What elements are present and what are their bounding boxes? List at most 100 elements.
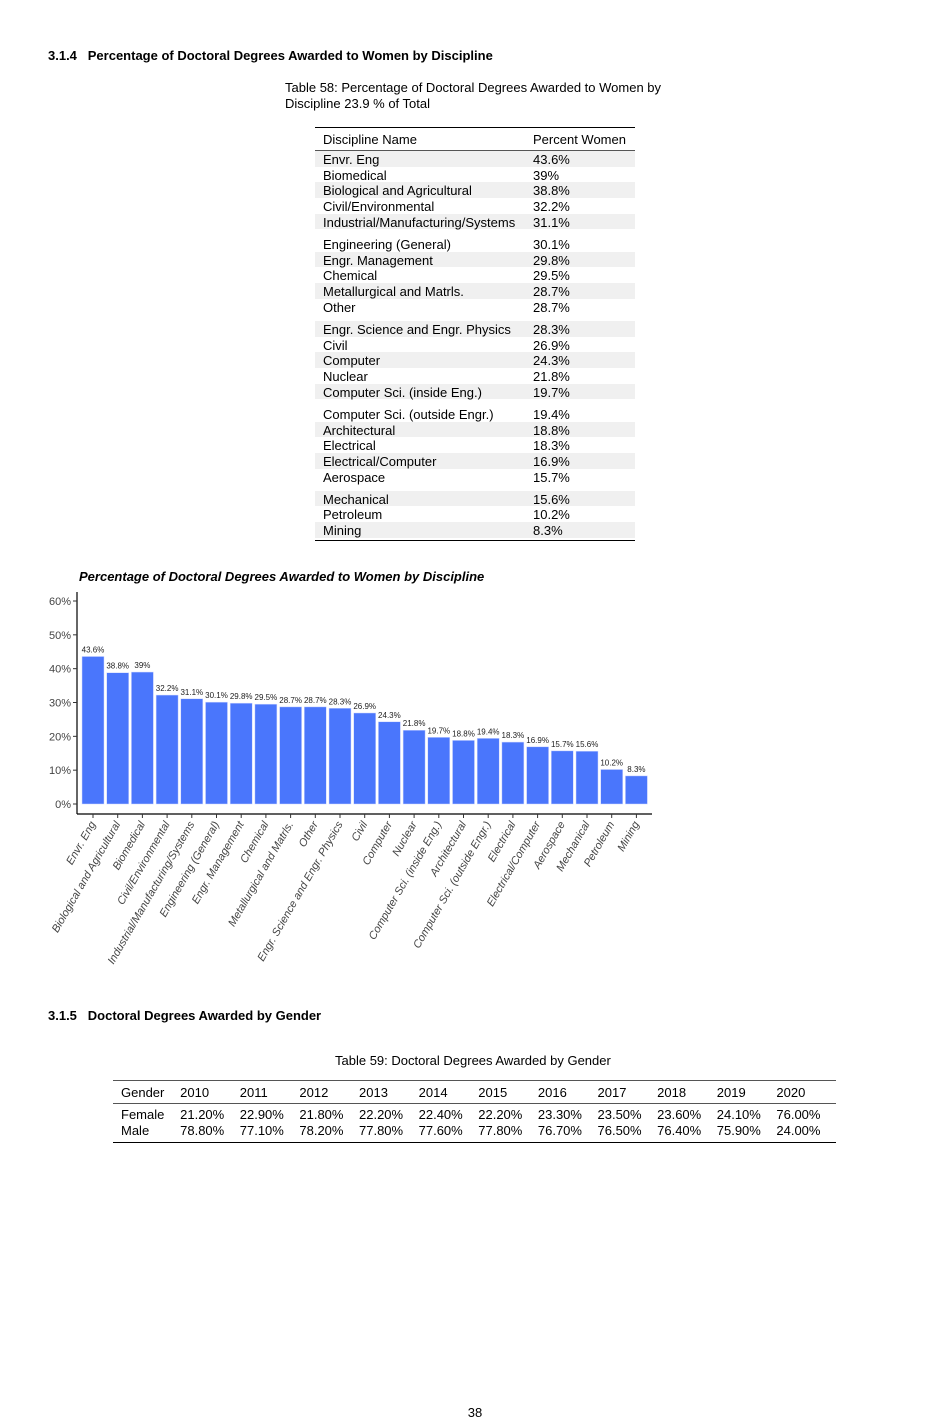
data-label: 24.3% [378,711,401,720]
percent-women: 31.1% [533,214,570,230]
table-row: Architectural 18.8% [315,421,635,438]
table-58-caption: Table 58: Percentage of Doctoral Degrees… [285,80,662,111]
table-row: Civil/Environmental 32.2% [315,198,635,214]
percent-women: 28.7% [533,299,570,315]
discipline-name: Civil [323,337,348,353]
data-label: 18.3% [502,731,525,740]
discipline-name: Aerospace [323,469,386,485]
cell: 23.50% [597,1106,642,1122]
cell: 76.50% [597,1122,642,1138]
table-row: Aerospace 15.7% [315,469,635,485]
discipline-name: Biological and Agricultural [323,183,472,199]
data-label: 15.6% [576,740,599,749]
cell: 22.90% [239,1106,284,1122]
table-58: Discipline Name Percent Women Envr. Eng 4… [315,127,635,541]
cell: 24.10% [716,1106,761,1122]
cell: 22.20% [359,1106,404,1122]
percent-women: 30.1% [533,236,570,252]
data-label: 29.8% [230,692,253,701]
table-row: Engr. Science and Engr. Physics 28.3% [315,320,635,337]
cell: 2015 [478,1084,508,1100]
data-label: 29.5% [255,693,278,702]
table-row: Civil 26.9% [315,337,635,353]
data-label: 43.6% [82,645,105,654]
x-tick-label: Other [297,818,322,849]
row-label: Male [121,1122,150,1138]
cell: 75.90% [716,1122,761,1138]
table-row: Metallurgical and Matrls. 28.7% [315,283,635,299]
data-label: 38.8% [106,662,129,671]
percent-women: 18.3% [533,438,570,454]
percent-women: 24.3% [533,353,570,369]
section-title: Doctoral Degrees Awarded by Gender [87,1008,322,1023]
discipline-name: Envr. Eng [323,152,380,167]
cell: 76.40% [657,1122,702,1138]
cell: 76.00% [776,1106,821,1122]
header-discipline: Discipline Name [323,132,417,147]
section-heading-3-1-4: 3.1.4 Percentage of Doctoral Degrees Awa… [48,48,493,63]
percent-women: 38.8% [533,183,570,199]
table-row: Engr. Management 29.8% [315,251,635,268]
percent-women: 39% [533,167,560,183]
data-label: 28.7% [279,696,302,705]
bar [427,737,451,805]
cell: 2014 [418,1084,448,1100]
page-number: 38 [467,1405,483,1420]
discipline-name: Computer Sci. (outside Engr.) [323,406,494,422]
section-title: Percentage of Doctoral Degrees Awarded t… [87,48,493,63]
discipline-name: Electrical/Computer [323,453,437,469]
percent-women: 26.9% [533,337,570,353]
bar [279,706,302,805]
table-row: Chemical 29.5% [315,267,635,283]
bar [229,702,253,805]
data-label: 21.8% [403,719,426,728]
cell: 2018 [657,1084,687,1100]
cell: 77.80% [359,1122,404,1138]
table-row: Mechanical 15.6% [315,490,635,507]
percent-women: 28.3% [533,321,570,337]
x-tick-label: Civil [350,819,371,843]
data-label: 28.7% [304,696,327,705]
data-label: 30.1% [205,691,228,700]
table-row: Biological and Agricultural 38.8% [315,182,635,198]
cell: 2019 [716,1084,746,1100]
data-label: 18.8% [452,729,475,738]
y-tick-label: 40% [49,664,71,676]
section-number: 3.1.4 [48,48,77,63]
table-row: Biomedical 39% [315,167,635,183]
data-label: 28.3% [329,697,352,706]
cell: 23.60% [657,1106,702,1122]
data-label: 16.9% [526,736,549,745]
bar [328,708,352,805]
discipline-name: Mechanical [323,491,389,507]
discipline-name: Engineering (General) [323,236,451,252]
discipline-name: Other [323,299,356,315]
bar [551,750,574,805]
cell: 76.70% [537,1122,582,1138]
percent-women: 28.7% [533,284,570,299]
cell: 2012 [299,1084,329,1100]
discipline-name: Chemical [323,268,378,284]
bar [476,738,500,805]
table-row: Petroleum 10.2% [315,506,635,522]
bar [625,775,648,805]
cell: 2011 [239,1084,268,1100]
bar [353,712,376,805]
percent-women: 18.8% [533,422,570,438]
row-label: Female [121,1106,165,1122]
cell: 77.80% [478,1122,523,1138]
cell: 2010 [180,1084,210,1100]
bar [402,729,426,805]
row-label: Gender [121,1084,165,1100]
data-label: 8.3% [627,765,645,774]
x-tick-label: Mining [615,819,642,854]
bar [106,672,129,805]
y-tick-label: 60% [49,596,71,608]
discipline-name: Computer Sci. (inside Eng.) [323,384,482,400]
y-tick-label: 20% [49,731,71,743]
discipline-name: Architectural [323,422,396,438]
discipline-name: Computer [323,353,381,369]
discipline-name: Nuclear [323,368,368,384]
table-row: Electrical 18.3% [315,437,635,453]
table-row: Nuclear 21.8% [315,368,635,384]
